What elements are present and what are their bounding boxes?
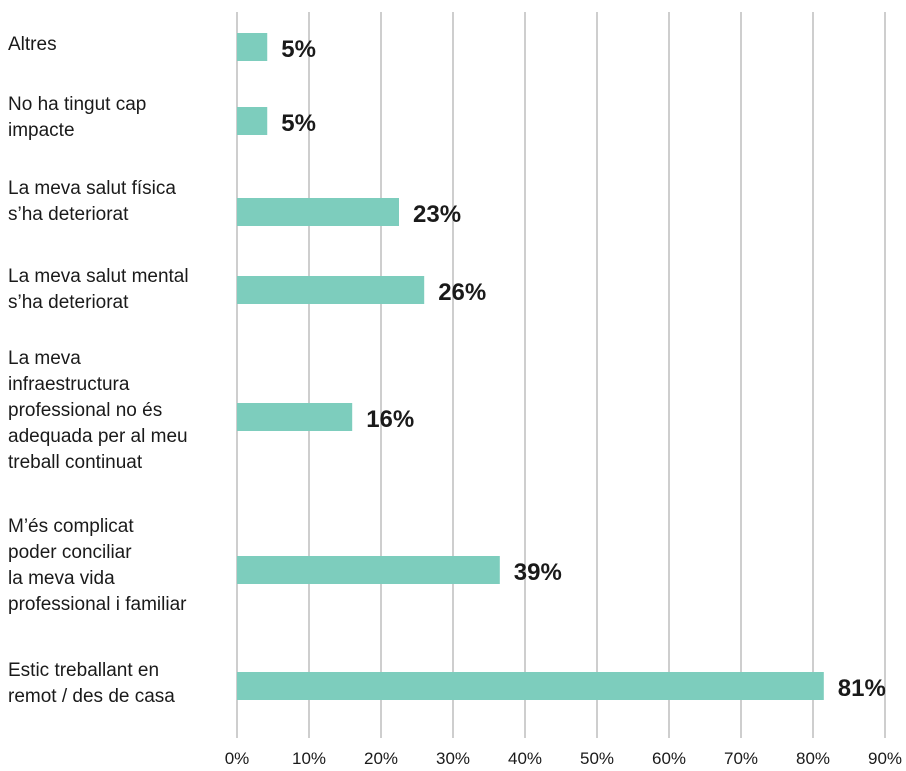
category-label: No ha tingut cap impacte	[8, 94, 147, 141]
x-tick-label: 0%	[225, 749, 250, 768]
data-labels: 5% 5% 23% 26% 16% 39% 81%	[281, 36, 886, 702]
category-label: M’és complicat poder conciliar la meva v…	[8, 516, 187, 615]
data-label: 5%	[281, 110, 316, 137]
category-label: La meva salut mental s’ha deteriorat	[8, 266, 189, 313]
bar	[237, 672, 824, 700]
x-tick-label: 30%	[436, 749, 470, 768]
grid-lines	[236, 12, 886, 738]
x-tick-label: 60%	[652, 749, 686, 768]
x-tick-label: 40%	[508, 749, 542, 768]
bar	[237, 198, 399, 226]
bar	[237, 107, 268, 135]
x-tick-label: 50%	[580, 749, 614, 768]
data-label: 5%	[281, 36, 316, 63]
x-tick-label: 90%	[868, 749, 902, 768]
data-label: 16%	[366, 406, 414, 433]
x-tick-label: 10%	[292, 749, 326, 768]
category-label: La meva infraestructura professional no …	[8, 348, 188, 473]
bars	[237, 33, 824, 700]
data-label: 81%	[838, 675, 886, 702]
data-label: 23%	[413, 201, 461, 228]
category-label: Altres	[8, 34, 57, 55]
x-tick-label: 20%	[364, 749, 398, 768]
bar	[237, 33, 268, 61]
bar	[237, 556, 500, 584]
x-tick-labels: 0% 10% 20% 30% 40% 50% 60% 70% 80% 90%	[225, 749, 902, 768]
data-label: 39%	[514, 559, 562, 586]
bar	[237, 276, 425, 304]
data-label: 26%	[438, 279, 486, 306]
category-label: La meva salut física s’ha deteriorat	[8, 178, 176, 225]
x-tick-label: 70%	[724, 749, 758, 768]
category-label: Estic treballant en remot / des de casa	[8, 660, 175, 707]
bar	[237, 403, 353, 431]
x-tick-label: 80%	[796, 749, 830, 768]
